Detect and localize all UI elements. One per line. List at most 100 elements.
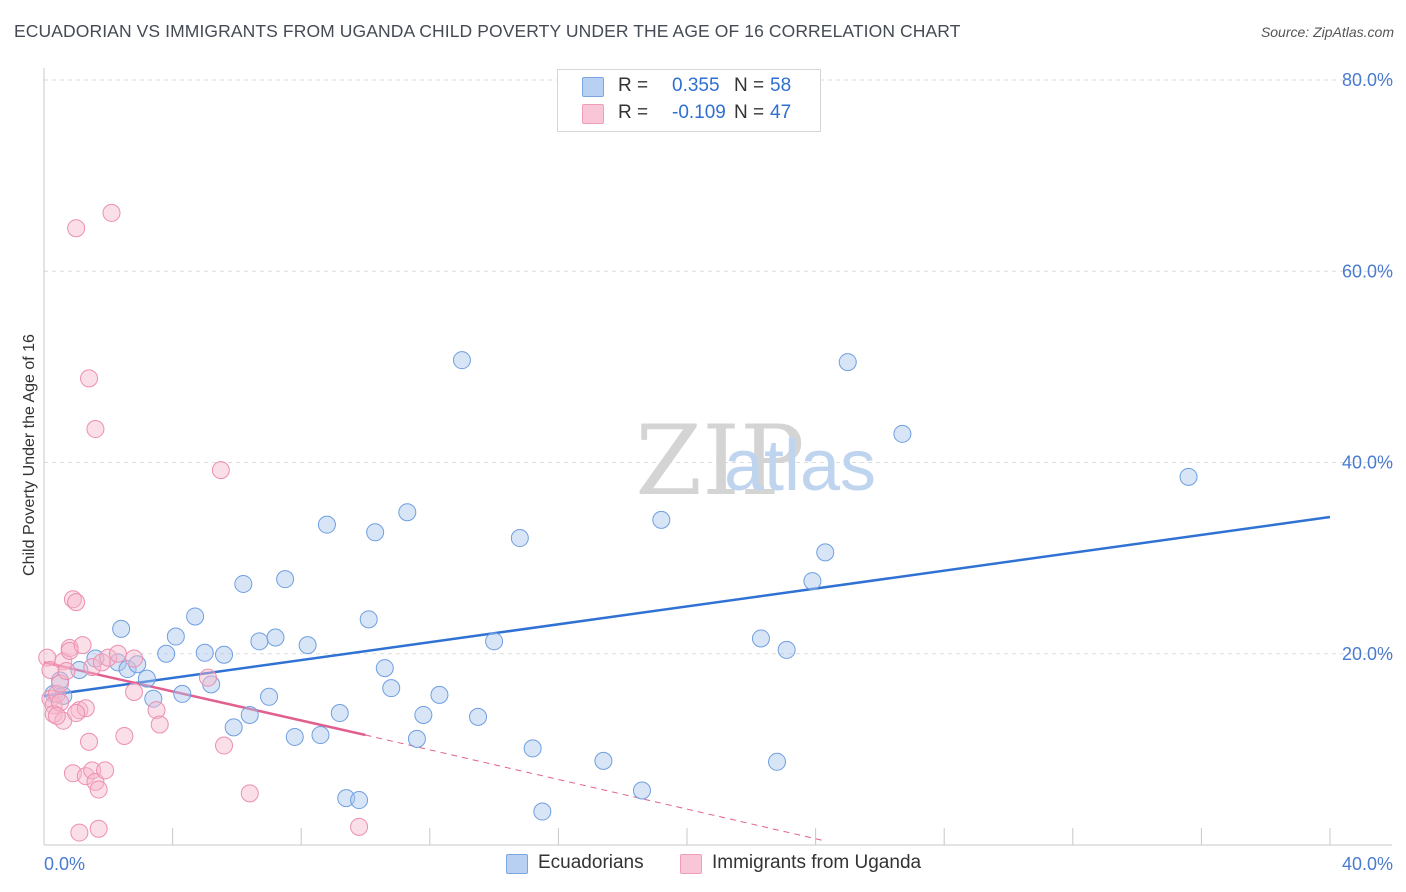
ecuadorian-point (224, 718, 243, 737)
uganda-point (57, 661, 76, 680)
ecuadorian-point (777, 640, 796, 659)
ecuadorian-point (533, 802, 552, 821)
legend: R = 0.355 N = 58 R = -0.109 N = 47 (557, 69, 821, 132)
grid-lines (44, 79, 1392, 655)
ecuadorian-point (398, 503, 417, 522)
ecuadorian-trend-line (43, 515, 1331, 698)
ecuadorian-point (137, 669, 156, 688)
legend-label-uganda: Immigrants from Uganda (712, 852, 922, 873)
uganda-point (44, 704, 63, 723)
ecuadorian-point (407, 729, 426, 748)
legend-n-value: 47 (770, 102, 792, 123)
uganda-point (70, 701, 89, 720)
ecuadorian-point (173, 684, 192, 703)
legend-n-label: N = (734, 102, 765, 123)
ecuadorian-point (266, 628, 285, 647)
source-label: Source: ZipAtlas.com (1260, 24, 1394, 40)
ecuadorian-point (157, 644, 176, 663)
uganda-point (108, 644, 127, 663)
uganda-point (102, 203, 121, 222)
ecuadorian-point (452, 351, 471, 370)
uganda-point (99, 648, 118, 667)
ecuadorian-point (485, 632, 504, 651)
uganda-point (150, 715, 169, 734)
tick-labels: 20.0% 40.0% 60.0% 80.0% 0.0% 40.0% (44, 70, 1393, 874)
uganda-point (125, 683, 144, 701)
legend-r-value: -0.109 (672, 102, 726, 123)
legend-swatch-pink (582, 104, 604, 124)
ecuadorian-point (118, 660, 137, 679)
watermark-zip: ZIP (635, 405, 804, 517)
chart-title: ECUADORIAN VS IMMIGRANTS FROM UGANDA CHI… (14, 21, 961, 41)
ecuadorian-point (166, 627, 185, 646)
uganda-point (350, 817, 369, 836)
uganda-point (240, 784, 259, 803)
uganda-point (73, 636, 92, 655)
y-tick-label: 80.0% (1342, 70, 1393, 90)
legend-label-ecuadorians: Ecuadorians (538, 852, 644, 873)
ecuadorian-point (311, 726, 330, 745)
ecuadorian-point (430, 685, 449, 704)
x-tick-label: 0.0% (44, 854, 85, 874)
legend-swatch-blue (506, 854, 528, 874)
trend-lines (43, 515, 1331, 841)
axes (43, 68, 1392, 846)
legend-r-label: R = (618, 102, 649, 123)
ecuadorian-point (803, 572, 822, 591)
x-tick-label: 40.0% (1342, 854, 1393, 874)
legend-swatch-blue (582, 77, 604, 97)
watermark-atlas: atlas (724, 426, 876, 506)
ecuadorian-point (652, 510, 671, 529)
ecuadorian-point (523, 739, 542, 758)
uganda-point (63, 590, 82, 609)
ecuadorian-point (594, 751, 613, 770)
y-tick-label: 40.0% (1342, 453, 1393, 473)
legend-n-label: N = (734, 75, 765, 96)
ecuadorian-point (195, 643, 214, 662)
uganda-point (47, 706, 66, 725)
uganda-point (215, 736, 234, 755)
ecuadorian-point (260, 687, 279, 706)
uganda-point (67, 219, 86, 238)
ecuadorian-point (250, 632, 269, 651)
ecuadorian-point (128, 655, 147, 674)
ecuadorian-point (838, 353, 857, 372)
uganda-point (211, 461, 230, 480)
uganda-trend-line (43, 661, 366, 737)
ecuadorian-point (510, 529, 529, 548)
ecuadorian-point (317, 515, 336, 534)
ecuadorian-point (893, 424, 912, 443)
ecuadorian-point (240, 705, 259, 724)
uganda-point (67, 593, 86, 612)
uganda-point (70, 823, 89, 842)
uganda-point (89, 819, 108, 838)
ecuadorian-point (469, 707, 488, 726)
uganda-point (67, 704, 86, 723)
ecuadorian-point (1179, 467, 1198, 486)
ecuadorian-point (215, 645, 234, 664)
uganda-trend-extension (365, 734, 823, 841)
ecuadorian-point (276, 570, 295, 589)
ecuadorian-point (414, 705, 433, 724)
ecuadorian-point (751, 629, 770, 648)
uganda-point (41, 661, 60, 680)
uganda-point (89, 780, 108, 799)
ecuadorian-point (350, 791, 369, 810)
ecuadorian-point (382, 679, 401, 698)
ecuadorian-point (816, 543, 835, 562)
ecuadorian-point (298, 636, 317, 655)
y-tick-label: 60.0% (1342, 261, 1393, 281)
ecuadorian-point (768, 752, 787, 771)
y-tick-label: 20.0% (1342, 644, 1393, 664)
uganda-point (115, 726, 134, 745)
ecuadorian-point (186, 607, 205, 626)
ecuadorian-point (366, 523, 385, 542)
ecuadorian-point (112, 619, 131, 638)
legend-r-value: 0.355 (672, 75, 720, 96)
uganda-point (86, 420, 105, 439)
ecuadorian-point (375, 659, 394, 678)
uganda-point (80, 732, 99, 751)
uganda-point (80, 369, 99, 388)
uganda-point (147, 701, 166, 720)
